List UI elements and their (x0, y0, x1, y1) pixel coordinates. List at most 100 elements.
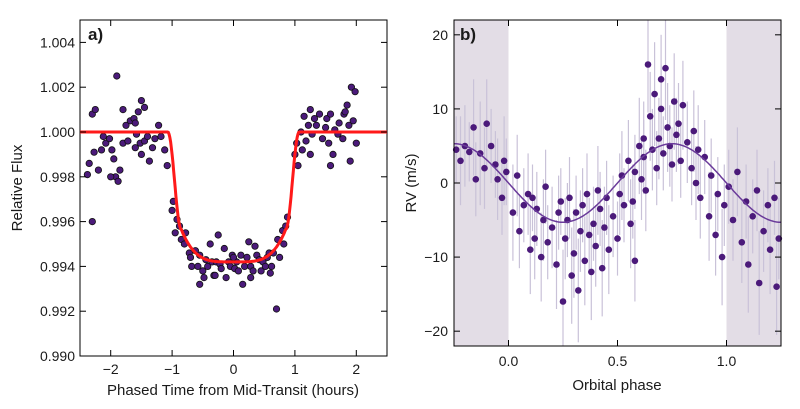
data-point (217, 264, 225, 273)
data-point (312, 121, 320, 129)
data-point (548, 224, 556, 231)
data-point (161, 146, 169, 154)
data-point (222, 273, 230, 282)
x-tick-label: 0 (230, 361, 238, 377)
data-point (664, 124, 671, 131)
x-tick-label: 0.5 (608, 353, 628, 369)
data-point (646, 113, 654, 120)
data-point (651, 90, 658, 98)
data-point (679, 101, 687, 109)
data-point (341, 108, 349, 116)
y-tick-label: 0.994 (40, 258, 75, 274)
data-point (272, 305, 281, 313)
data-point (194, 262, 202, 270)
data-point (280, 240, 288, 248)
data-point (773, 283, 780, 291)
panel-label-b: b) (460, 25, 476, 44)
data-point (116, 166, 124, 174)
data-point (107, 173, 115, 181)
x-axis-ticks-a: −2 −1 0 1 2 (103, 20, 360, 377)
x-tick-label: 1.0 (717, 353, 737, 369)
data-point (570, 250, 578, 257)
data-point (753, 187, 761, 194)
data-point (131, 144, 139, 152)
data-point (677, 157, 684, 165)
data-point (113, 72, 121, 80)
y-tick-label: 0.990 (40, 348, 75, 364)
y-tick-label: 0 (440, 175, 448, 191)
data-point (692, 179, 700, 187)
y-tick-label: 20 (432, 27, 448, 43)
data-point (638, 176, 645, 183)
data-point (531, 235, 538, 242)
data-point (561, 235, 569, 242)
data-point (143, 132, 152, 141)
data-point (503, 168, 510, 176)
data-point (151, 135, 159, 143)
data-point (325, 139, 333, 147)
data-point (529, 194, 536, 202)
rv-points (452, 20, 783, 346)
data-point (629, 198, 637, 205)
data-point (155, 121, 163, 129)
data-point (266, 269, 274, 277)
data-point (97, 146, 106, 154)
data-point (237, 251, 245, 259)
y-tick-label: 1.002 (40, 79, 75, 95)
data-point (749, 213, 756, 220)
x-tick-label: −1 (164, 361, 180, 377)
data-point (472, 176, 480, 183)
data-point (705, 213, 713, 220)
data-point (122, 121, 130, 129)
data-point (114, 177, 122, 185)
data-point (310, 115, 319, 123)
data-point (627, 220, 634, 228)
data-point (214, 231, 222, 239)
y-tick-label: 0.998 (40, 169, 75, 185)
data-point (657, 105, 665, 113)
data-point (609, 213, 617, 220)
data-point (513, 172, 521, 179)
data-point (249, 267, 257, 275)
data-point (186, 253, 195, 261)
data-point (631, 257, 639, 265)
data-point (592, 242, 599, 250)
data-point (470, 124, 477, 131)
data-point (581, 257, 589, 265)
data-point (653, 164, 660, 172)
data-point (729, 216, 737, 224)
data-point (577, 227, 584, 235)
data-point (239, 280, 247, 288)
data-point (275, 253, 284, 261)
y-axis-ticks-b: −20 −10 0 10 20 (424, 27, 781, 339)
panel-label-a: a) (88, 25, 103, 44)
data-point (620, 201, 628, 209)
data-point (673, 131, 680, 139)
data-point (110, 155, 118, 163)
data-point (537, 253, 545, 261)
data-point (596, 205, 604, 213)
data-point (771, 194, 778, 202)
data-point (601, 224, 608, 231)
data-point (755, 279, 763, 287)
data-point (697, 194, 704, 202)
data-point (684, 139, 691, 146)
transit-model-line (80, 130, 387, 264)
data-point (145, 157, 153, 165)
data-point (302, 137, 310, 145)
data-point (631, 168, 639, 176)
data-point (745, 261, 752, 268)
data-point (335, 119, 343, 127)
data-point (206, 240, 214, 248)
data-point (234, 267, 242, 275)
data-point (199, 267, 207, 275)
data-point (688, 164, 695, 172)
data-point (559, 298, 567, 305)
data-point (487, 142, 495, 150)
shaded-phase-region-right (726, 20, 781, 346)
data-point (675, 120, 682, 127)
data-point (137, 150, 145, 158)
data-point (542, 183, 549, 190)
data-point (498, 194, 506, 202)
